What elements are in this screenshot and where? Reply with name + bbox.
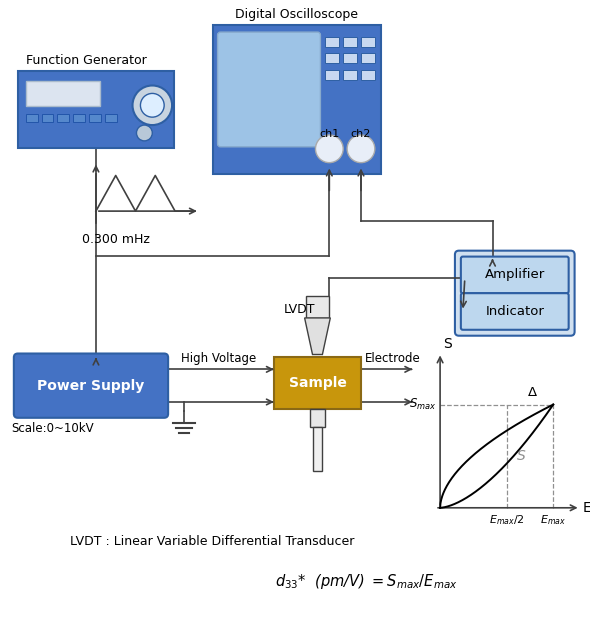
Text: Scale:0~10kV: Scale:0~10kV bbox=[11, 422, 94, 435]
Bar bbox=[26, 81, 100, 106]
Bar bbox=[361, 53, 375, 63]
Bar bbox=[73, 114, 85, 122]
FancyBboxPatch shape bbox=[461, 257, 569, 293]
Bar bbox=[306, 296, 329, 318]
FancyBboxPatch shape bbox=[218, 32, 320, 147]
Text: E: E bbox=[582, 501, 590, 515]
FancyBboxPatch shape bbox=[14, 353, 168, 418]
Text: Sample: Sample bbox=[289, 376, 346, 390]
Bar bbox=[18, 71, 174, 148]
Bar bbox=[361, 69, 375, 79]
Circle shape bbox=[136, 125, 152, 141]
Bar bbox=[343, 69, 357, 79]
Bar bbox=[212, 25, 381, 174]
Text: LVDT: LVDT bbox=[284, 303, 316, 316]
Bar bbox=[89, 114, 101, 122]
Bar bbox=[26, 114, 38, 122]
Bar bbox=[274, 358, 361, 409]
Text: Electrode: Electrode bbox=[365, 352, 421, 365]
Circle shape bbox=[133, 86, 172, 125]
Bar bbox=[343, 37, 357, 47]
FancyBboxPatch shape bbox=[461, 293, 569, 330]
Text: High Voltage: High Voltage bbox=[182, 352, 257, 365]
Bar bbox=[105, 114, 117, 122]
Text: Indicator: Indicator bbox=[486, 305, 544, 318]
Text: $\Delta$: $\Delta$ bbox=[527, 386, 537, 399]
Text: Amplifier: Amplifier bbox=[484, 268, 545, 281]
Text: $S_{max}$: $S_{max}$ bbox=[409, 397, 436, 412]
Circle shape bbox=[347, 135, 375, 162]
Bar bbox=[310, 409, 325, 427]
Text: Function Generator: Function Generator bbox=[26, 54, 146, 67]
Bar bbox=[313, 427, 322, 471]
Text: 0.300 mHz: 0.300 mHz bbox=[82, 233, 150, 246]
Text: Power Supply: Power Supply bbox=[37, 379, 145, 392]
Text: S: S bbox=[443, 337, 452, 350]
Bar bbox=[343, 53, 357, 63]
Text: ch1: ch1 bbox=[319, 129, 339, 139]
Text: $d_{33}$*  (pm/V) $= S_{max}/E_{max}$: $d_{33}$* (pm/V) $= S_{max}/E_{max}$ bbox=[275, 572, 457, 591]
Bar bbox=[41, 114, 54, 122]
Bar bbox=[57, 114, 69, 122]
Bar bbox=[361, 37, 375, 47]
Circle shape bbox=[140, 94, 164, 117]
Circle shape bbox=[316, 135, 343, 162]
Bar bbox=[325, 53, 339, 63]
Text: $E_{max}/2$: $E_{max}/2$ bbox=[489, 513, 525, 526]
Text: S: S bbox=[517, 449, 526, 463]
Text: Digital Oscilloscope: Digital Oscilloscope bbox=[235, 8, 358, 21]
Text: $E_{max}$: $E_{max}$ bbox=[540, 513, 566, 526]
Text: LVDT : Linear Variable Differential Transducer: LVDT : Linear Variable Differential Tran… bbox=[70, 536, 355, 549]
Bar bbox=[325, 37, 339, 47]
Bar bbox=[325, 69, 339, 79]
Polygon shape bbox=[304, 318, 330, 355]
FancyBboxPatch shape bbox=[455, 250, 575, 335]
Text: ch2: ch2 bbox=[351, 129, 371, 139]
